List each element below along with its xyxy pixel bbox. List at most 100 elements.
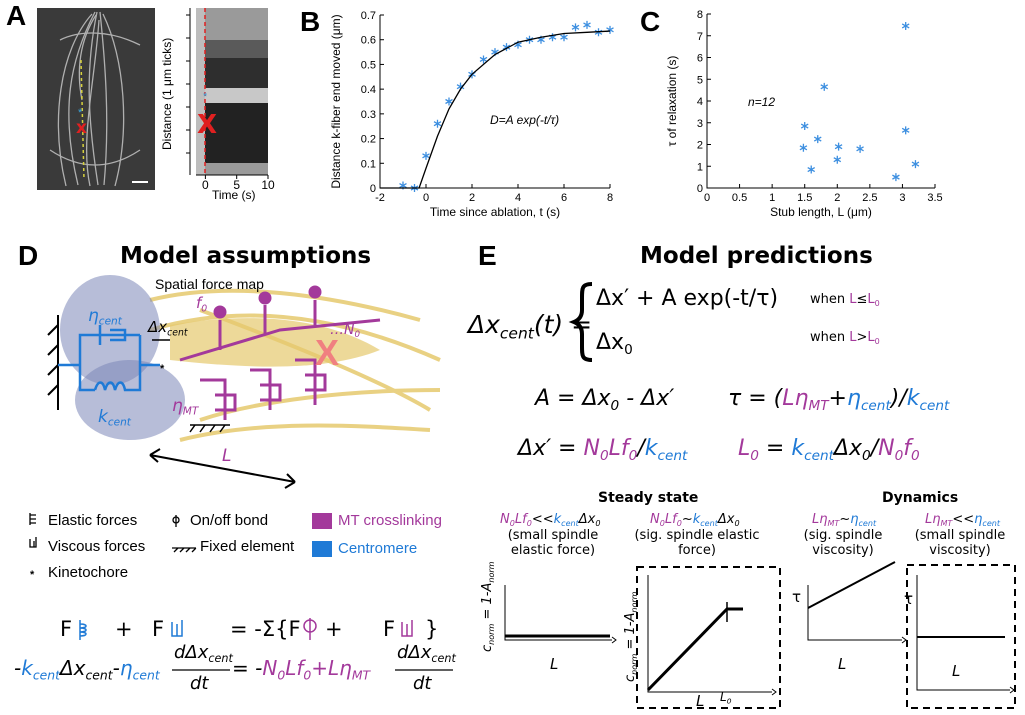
equation-part: dt <box>413 673 432 694</box>
data-point <box>502 43 511 52</box>
equation-part: F <box>383 617 396 641</box>
section-title: Dynamics <box>882 490 959 506</box>
equation-part: cent <box>132 667 160 683</box>
equation-icons <box>79 618 413 640</box>
equation-part: << <box>952 512 975 527</box>
equation-part: 0 <box>201 303 208 315</box>
brace <box>568 282 593 362</box>
equation: F <box>60 617 72 641</box>
equation-part: 0 <box>862 447 871 464</box>
data-point <box>911 160 920 169</box>
plot-y-label: τ <box>904 590 914 608</box>
equation-part: = -Σ{F <box>230 617 301 641</box>
shape <box>79 620 87 640</box>
equation-part: Δx <box>148 318 168 336</box>
label: Δxcent <box>148 318 188 338</box>
equation-part: 0 <box>624 341 633 358</box>
shape <box>189 424 196 433</box>
shape <box>258 291 272 305</box>
equation: dΔxcent <box>397 642 456 665</box>
equation-part: 0 <box>911 447 920 464</box>
equation-part: - <box>14 656 22 680</box>
data-point <box>479 55 488 64</box>
equation-part: 0 <box>874 336 880 346</box>
shape <box>59 32 141 46</box>
equation-part: cent <box>919 397 950 414</box>
shape <box>93 335 160 392</box>
equation-part: - Δx′ <box>619 386 675 411</box>
equation-part: …N <box>330 322 355 338</box>
y-tick-label: 0.6 <box>361 35 376 47</box>
x-tick-label: 1.5 <box>797 192 812 204</box>
equation-part: c <box>623 674 638 682</box>
equation-part: )/ <box>890 386 907 411</box>
shape <box>68 11 96 186</box>
equation-part: MT <box>940 518 953 528</box>
shape <box>401 620 413 637</box>
equation: Δx0 <box>596 330 633 358</box>
equation-part: cent <box>804 447 834 464</box>
shape <box>149 448 296 489</box>
shape <box>200 358 327 420</box>
shape <box>47 364 59 376</box>
equation-part: + <box>828 386 847 411</box>
equation-part: norm <box>629 591 639 613</box>
equation-part: k <box>692 512 701 527</box>
equation-part: τ = ( <box>728 386 783 411</box>
equation: L0 = kcentΔx0/N0f0 <box>738 436 920 464</box>
panel-label: B <box>300 6 321 37</box>
data-point <box>834 142 843 151</box>
equation-part: norm <box>629 653 639 675</box>
equation: = -Σ{F <box>230 617 301 641</box>
equation-part: 0 <box>676 518 682 528</box>
equation-part: Lf <box>608 436 629 461</box>
equation-part: k <box>98 407 108 427</box>
y-tick-label: 1 <box>697 161 703 173</box>
data-point <box>560 33 568 42</box>
equation-part: 0 <box>659 518 665 528</box>
shape <box>58 325 160 392</box>
y-tick-label: 0.7 <box>361 10 376 22</box>
shape <box>636 566 781 709</box>
legend-swatch <box>312 513 332 529</box>
shape <box>47 344 59 356</box>
equation-part: MT <box>827 518 840 528</box>
equation: F <box>383 617 395 641</box>
equation-part: F <box>152 617 165 641</box>
equation: + <box>325 617 343 641</box>
data-point <box>892 173 900 182</box>
data-point <box>571 23 580 32</box>
x-tick-label: 0 <box>704 192 710 204</box>
equation-part: η <box>88 306 99 326</box>
equation-part: = 1-A <box>480 582 495 624</box>
equation-part: Lη <box>925 512 941 527</box>
shape <box>149 288 421 322</box>
y-tick-label: 5 <box>697 74 703 86</box>
plot-tick-label: L0 <box>720 690 731 706</box>
equation-part: c <box>480 644 495 652</box>
shape <box>99 11 108 186</box>
data-point <box>800 122 809 131</box>
plot-y-label: τ <box>792 588 802 606</box>
shape <box>807 585 907 644</box>
shape <box>86 19 100 187</box>
shape <box>47 384 59 396</box>
panel-title: Model assumptions <box>120 243 372 269</box>
data-point <box>813 135 822 144</box>
equation-part: ≤ <box>856 292 868 307</box>
equation-part: - <box>112 656 120 680</box>
y-tick-label: 4 <box>697 96 703 108</box>
legend-entry: On/off bond <box>190 512 269 529</box>
x-tick-label: 1 <box>769 192 775 204</box>
cut-mark: X <box>315 332 339 373</box>
y-tick-label: 0.2 <box>361 134 376 146</box>
equation-part: k <box>553 512 562 527</box>
equation-part: Δx′ = <box>518 436 584 461</box>
equation: dt <box>190 673 208 694</box>
annotation: n=12 <box>748 95 775 109</box>
x-tick-label: 2.5 <box>862 192 877 204</box>
length-label: L <box>222 446 232 466</box>
condition: when L≤L0 <box>810 292 880 308</box>
legend-swatch <box>312 541 332 557</box>
kymo-y-ticks <box>186 8 191 175</box>
